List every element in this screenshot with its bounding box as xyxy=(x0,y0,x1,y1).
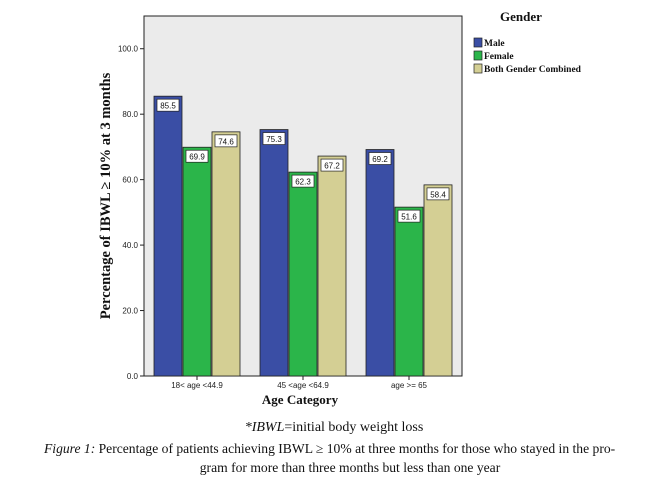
data-label: 51.6 xyxy=(401,213,417,222)
data-label: 74.6 xyxy=(218,137,234,146)
y-tick-label: 40.0 xyxy=(122,241,138,250)
bar-male xyxy=(365,149,395,377)
bar-female xyxy=(288,171,318,377)
footnote: *IBWL=initial body weight loss xyxy=(0,420,668,436)
x-tick-label: 18< age <44.9 xyxy=(171,381,223,390)
y-tick-label: 20.0 xyxy=(122,307,138,316)
x-axis: 18< age <44.9 45 <age <64.9 age >= 65 xyxy=(171,376,428,390)
data-label: 69.2 xyxy=(372,155,388,164)
data-label: 67.2 xyxy=(324,162,340,171)
bar-groups: 85.5 69.9 74.6 75.3 62.3 67.2 69.2 51.6 58.4 xyxy=(153,95,453,377)
x-axis-label: Age Category xyxy=(262,392,339,407)
y-axis: 0.0 20.0 40.0 60.0 80.0 100.0 xyxy=(118,45,144,381)
y-tick-label: 0.0 xyxy=(127,372,139,381)
x-tick-label: age >= 65 xyxy=(391,381,428,390)
data-label-box xyxy=(262,132,286,145)
figure-caption-label: Figure 1: xyxy=(44,441,96,456)
bar-both-gender-combined xyxy=(423,184,453,377)
bar-both-gender-combined xyxy=(317,155,347,377)
legend-label: Male xyxy=(484,39,505,49)
legend-label: Female xyxy=(484,52,514,62)
data-label-box xyxy=(214,134,238,148)
bar-female xyxy=(394,206,424,377)
data-label: 85.5 xyxy=(160,102,176,111)
legend: Male Female Both Gender Combined xyxy=(473,37,582,75)
legend-label: Both Gender Combined xyxy=(484,65,582,75)
data-label-box xyxy=(368,152,392,165)
figure-caption: Figure 1: Percentage of patients achievi… xyxy=(44,439,656,477)
legend-title: Gender xyxy=(500,9,542,24)
x-tick-label: 45 <age <64.9 xyxy=(277,381,329,390)
y-axis-label: Percentage of IBWL ≥ 10% at 3 months xyxy=(98,72,114,319)
legend-swatch xyxy=(473,50,483,61)
figure-caption-text-line1: Percentage of patients achieving IBWL ≥ … xyxy=(95,441,616,456)
data-label-box xyxy=(397,209,421,223)
legend-swatch xyxy=(473,63,483,74)
y-tick-label: 100.0 xyxy=(118,45,139,54)
data-label-box xyxy=(291,174,315,188)
legend-swatch xyxy=(473,37,483,48)
data-label: 75.3 xyxy=(266,135,282,144)
data-label-box xyxy=(156,98,180,112)
y-tick-label: 80.0 xyxy=(122,110,138,119)
footnote-definition: =initial body weight loss xyxy=(284,420,424,435)
data-label: 58.4 xyxy=(430,190,446,199)
data-label-box xyxy=(426,187,450,201)
data-label: 62.3 xyxy=(295,178,311,187)
data-label: 69.9 xyxy=(189,153,205,162)
y-tick-label: 60.0 xyxy=(122,176,138,185)
bar-male xyxy=(259,129,289,377)
figure-caption-text-line2: gram for more than three months but less… xyxy=(199,460,501,475)
bar-male xyxy=(153,95,183,377)
bar-female xyxy=(182,146,212,377)
data-label-box xyxy=(320,158,344,172)
footnote-term: *IBWL xyxy=(244,420,285,435)
bar-chart: 85.5 69.9 74.6 75.3 62.3 67.2 69.2 51.6 58.4 0.0… xyxy=(98,9,582,407)
bar-both-gender-combined xyxy=(211,131,241,377)
data-label-box xyxy=(185,149,209,163)
